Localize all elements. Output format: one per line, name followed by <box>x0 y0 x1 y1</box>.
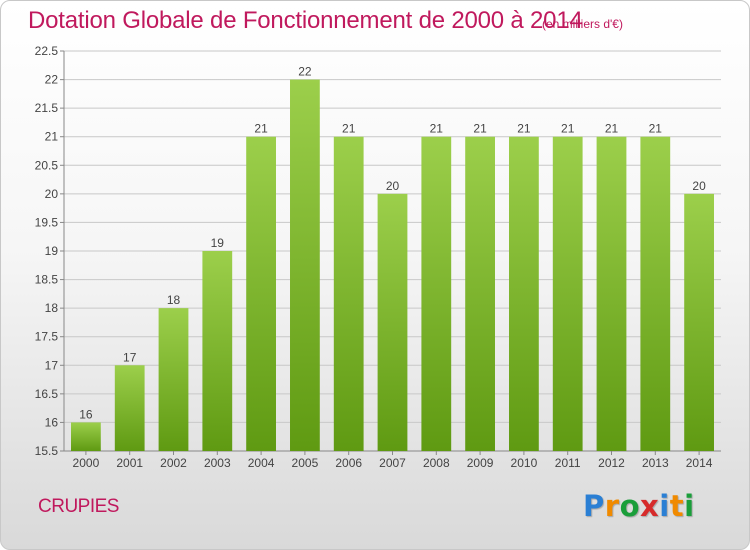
y-tick-label: 15.5 <box>35 444 59 458</box>
bar <box>596 136 627 451</box>
x-tick-label: 2013 <box>642 456 669 470</box>
logo-letter: r <box>604 489 620 523</box>
y-tick-label: 18.5 <box>35 273 59 287</box>
bar-value-label: 20 <box>386 179 400 193</box>
x-tick-label: 2012 <box>598 456 625 470</box>
x-tick-label: 2014 <box>686 456 713 470</box>
bar-value-label: 21 <box>430 122 444 136</box>
bar-value-label: 19 <box>211 236 225 250</box>
bar-value-label: 16 <box>79 407 93 421</box>
y-tick-labels: 15.5 16 16.5 17 17.5 18 18.5 19 19.5 20 20.5 21 21.5… <box>35 44 59 458</box>
logo-letter: t <box>669 489 685 523</box>
x-tick-label: 2000 <box>73 456 100 470</box>
bar <box>509 136 539 451</box>
x-tick-label: 2004 <box>248 456 275 470</box>
bar-value-label: 21 <box>517 122 531 136</box>
x-tick-labels: 2000 2001 2002 2003 2004 2005 2006 2007 2008 2009… <box>73 456 713 470</box>
bar <box>684 193 714 451</box>
logo-letter: i <box>684 489 695 523</box>
y-tick-label: 16 <box>45 415 59 429</box>
bar-value-label: 18 <box>167 293 181 307</box>
x-tick-label: 2007 <box>379 456 406 470</box>
y-tick-label: 22 <box>45 73 59 87</box>
bar <box>421 136 452 451</box>
bar-value-label: 21 <box>254 122 268 136</box>
y-tick-label: 20.5 <box>35 158 59 172</box>
bar-value-label: 22 <box>298 65 312 79</box>
bar <box>552 136 583 451</box>
y-tick-label: 16.5 <box>35 387 59 401</box>
bar-value-label: 21 <box>605 122 619 136</box>
bar-value-label: 21 <box>473 122 487 136</box>
proxiti-logo: Proxiti <box>583 489 695 523</box>
bar <box>333 136 364 451</box>
bar-value-label: 21 <box>342 122 356 136</box>
bar <box>246 136 276 451</box>
bar-value-label: 21 <box>649 122 663 136</box>
bar <box>640 136 671 451</box>
x-tick-label: 2006 <box>335 456 362 470</box>
y-tick-label: 21.5 <box>35 101 59 115</box>
commune-name: CRUPIES <box>38 496 119 517</box>
bar-value-label: 21 <box>561 122 575 136</box>
x-tick-label: 2001 <box>116 456 143 470</box>
bar <box>202 251 233 451</box>
x-tick-label: 2003 <box>204 456 231 470</box>
bar <box>158 308 189 451</box>
x-tick-label: 2011 <box>555 456 581 470</box>
unit-note: (en milliers d'€) <box>542 17 623 31</box>
x-tick-label: 2005 <box>292 456 319 470</box>
x-tick-label: 2008 <box>423 456 450 470</box>
bar <box>290 79 320 452</box>
logo-letter: x <box>640 489 660 523</box>
y-tick-label: 19 <box>45 244 59 258</box>
y-tick-label: 17.5 <box>35 330 59 344</box>
bars <box>71 79 714 452</box>
data-labels: 16 17 18 19 21 22 21 20 21 21 21 21 21 21 20 <box>79 65 706 422</box>
logo-letter: i <box>659 489 670 523</box>
y-tick-label: 20 <box>45 187 59 201</box>
logo-letter: P <box>583 489 605 523</box>
chart-title: Dotation Globale de Fonctionnement de 20… <box>28 7 583 34</box>
bar <box>465 136 495 451</box>
logo-letter: o <box>619 489 641 523</box>
x-tick-label: 2002 <box>160 456 187 470</box>
x-tick-label: 2009 <box>467 456 494 470</box>
y-tick-label: 19.5 <box>35 215 59 229</box>
bar-value-label: 20 <box>692 179 706 193</box>
bar-value-label: 17 <box>123 350 137 364</box>
y-tick-label: 17 <box>45 358 59 372</box>
y-tick-label: 22.5 <box>35 44 59 58</box>
x-tick-label: 2010 <box>511 456 538 470</box>
bar <box>71 422 101 451</box>
bar <box>114 365 145 451</box>
y-tick-label: 18 <box>45 301 59 315</box>
y-tick-label: 21 <box>45 130 59 144</box>
bar <box>377 193 408 451</box>
